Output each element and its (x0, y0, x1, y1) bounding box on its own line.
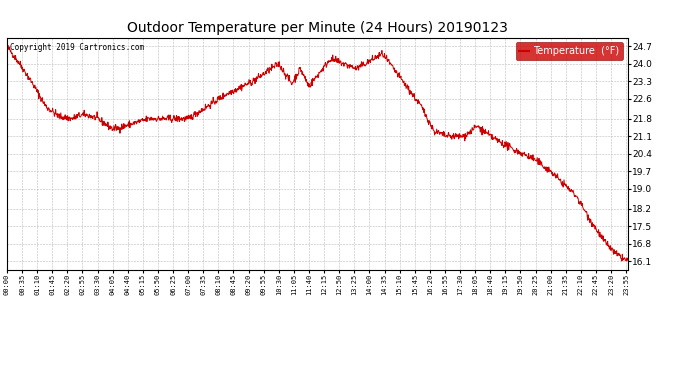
Title: Outdoor Temperature per Minute (24 Hours) 20190123: Outdoor Temperature per Minute (24 Hours… (127, 21, 508, 35)
Legend: Temperature  (°F): Temperature (°F) (515, 42, 623, 60)
Text: Copyright 2019 Cartronics.com: Copyright 2019 Cartronics.com (10, 44, 144, 52)
